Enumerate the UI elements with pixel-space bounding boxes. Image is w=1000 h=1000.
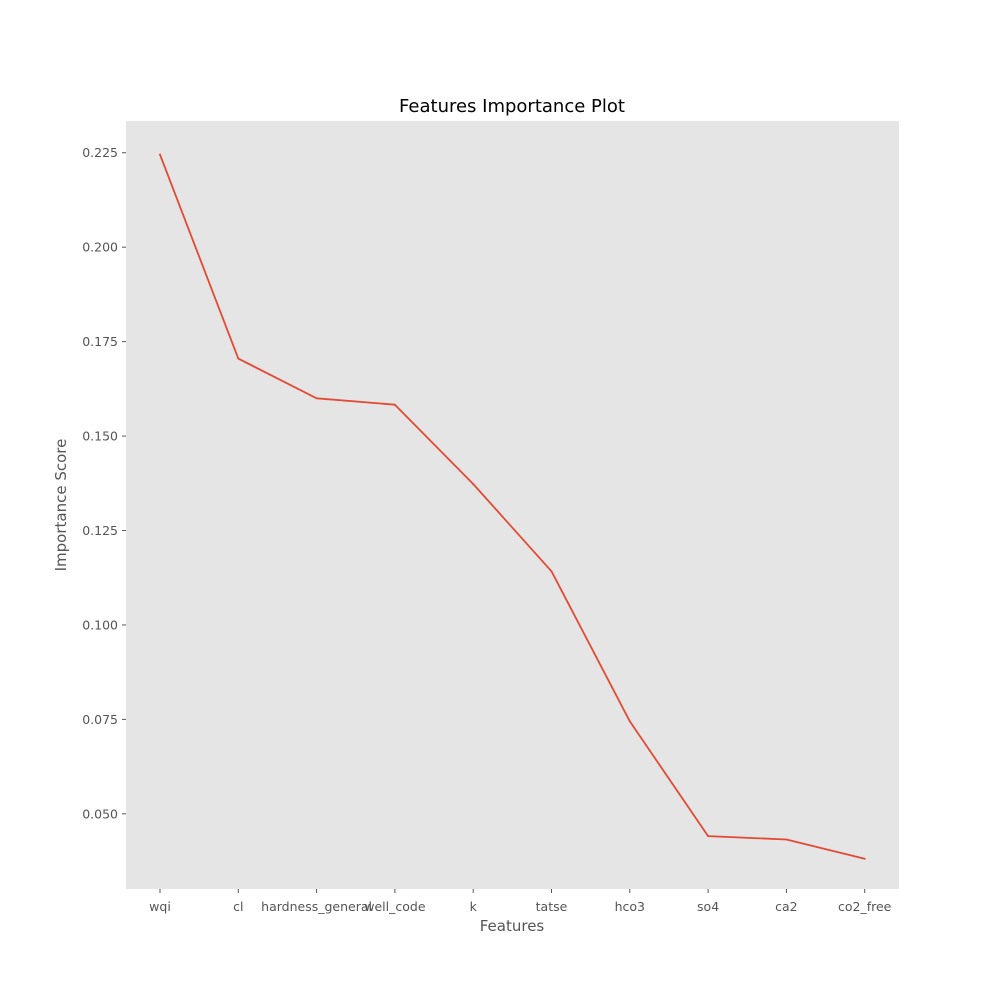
x-tick-label: ca2: [775, 899, 798, 914]
data-point: [237, 357, 240, 360]
y-tick-label: 0.200: [82, 240, 118, 255]
series-layer: [159, 153, 866, 860]
y-tick-label: 0.150: [82, 429, 118, 444]
y-tick-label: 0.125: [82, 523, 118, 538]
y-axis-label: Importance Score: [52, 439, 70, 572]
x-tick-label: hco3: [615, 899, 645, 914]
plot-background: [126, 121, 899, 889]
x-tick-label: so4: [697, 899, 719, 914]
x-tick-label: cl: [233, 899, 243, 914]
x-tick-label: tatse: [536, 899, 568, 914]
y-tick-label: 0.075: [82, 712, 118, 727]
data-point: [472, 483, 475, 485]
x-axis-label: Features: [480, 917, 545, 935]
data-point: [628, 720, 631, 723]
data-point: [863, 857, 866, 860]
data-point: [550, 570, 553, 573]
data-point: [394, 403, 396, 406]
y-tick-label: 0.100: [82, 617, 118, 632]
data-point: [315, 397, 318, 400]
chart-title: Features Importance Plot: [399, 96, 625, 117]
y-tick-label: 0.225: [82, 145, 118, 160]
series-line: [159, 153, 866, 860]
data-point: [707, 835, 709, 838]
x-tick-label: co2_free: [838, 899, 892, 914]
y-tick-label: 0.175: [82, 334, 118, 349]
data-point: [159, 153, 161, 156]
x-tick-label: hardness_general: [261, 899, 372, 914]
y-axis: 0.050 0.075 0.100 0.125 0.150 0.175 0.200 0.225: [82, 145, 126, 821]
x-tick-label: k: [470, 899, 478, 914]
x-tick-label: well_code: [364, 899, 426, 914]
y-tick-label: 0.050: [82, 806, 118, 821]
data-point: [785, 838, 788, 841]
x-tick-label: wqi: [149, 899, 171, 914]
